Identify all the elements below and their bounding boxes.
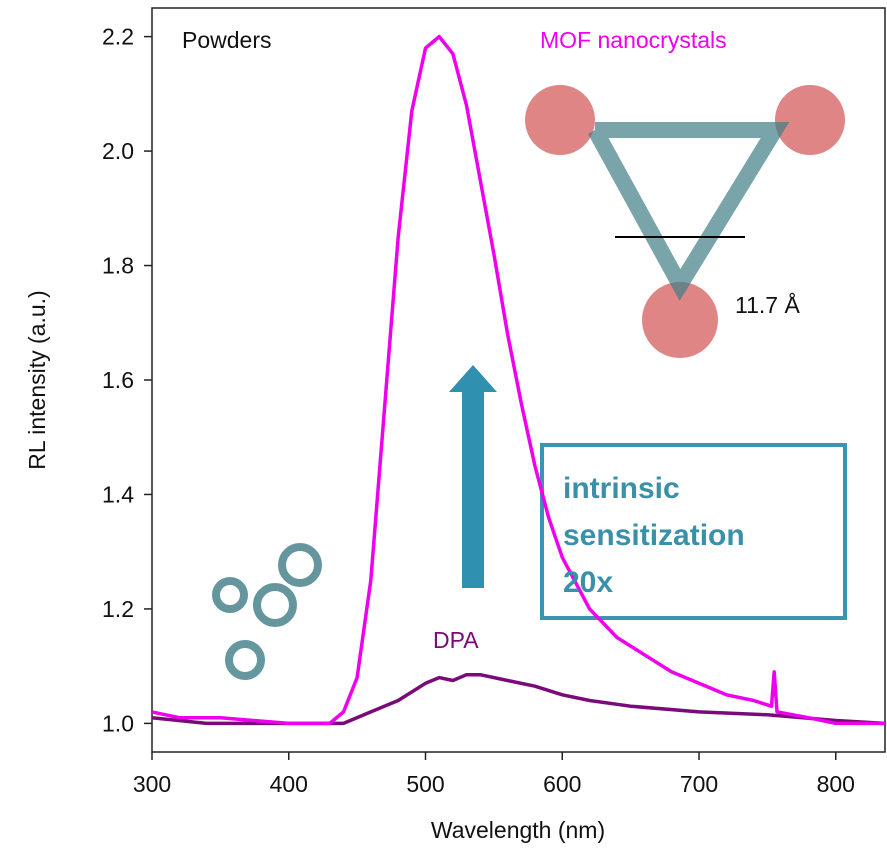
y-tick-label: 2.2: [102, 24, 134, 50]
y-tick-label: 1.2: [102, 596, 134, 622]
dpa-molecule: [212, 543, 322, 680]
x-tick-label: 300: [133, 771, 171, 797]
y-tick-label: 1.4: [102, 481, 134, 507]
x-tick-label: 600: [543, 771, 581, 797]
y-axis-label: RL intensity (a.u.): [24, 290, 50, 469]
sensitization-text: sensitization: [563, 519, 745, 552]
x-axis-label: Wavelength (nm): [431, 817, 605, 843]
legend-label: DPA: [433, 627, 479, 653]
x-tick-label: 800: [817, 771, 855, 797]
sensitization-arrow: [449, 365, 497, 588]
y-tick-label: 1.0: [102, 710, 134, 736]
sensitization-box: [540, 443, 847, 620]
sample-label: Powders: [182, 27, 271, 53]
mof-structure: [525, 85, 845, 358]
series-line: [151, 672, 886, 726]
y-tick-label: 2.0: [102, 138, 134, 164]
x-tick-label: 700: [680, 771, 718, 797]
distance-label: 11.7 Å: [735, 291, 800, 318]
series-line: [151, 34, 885, 726]
legend-label: MOF nanocrystals: [540, 27, 727, 53]
x-tick-label: 400: [270, 771, 308, 797]
x-tick-label: 500: [406, 771, 444, 797]
y-tick-label: 1.6: [102, 367, 134, 393]
sensitization-text: intrinsic: [563, 472, 680, 505]
y-tick-label: 1.8: [102, 253, 134, 279]
sensitization-text: 20x: [563, 566, 613, 599]
